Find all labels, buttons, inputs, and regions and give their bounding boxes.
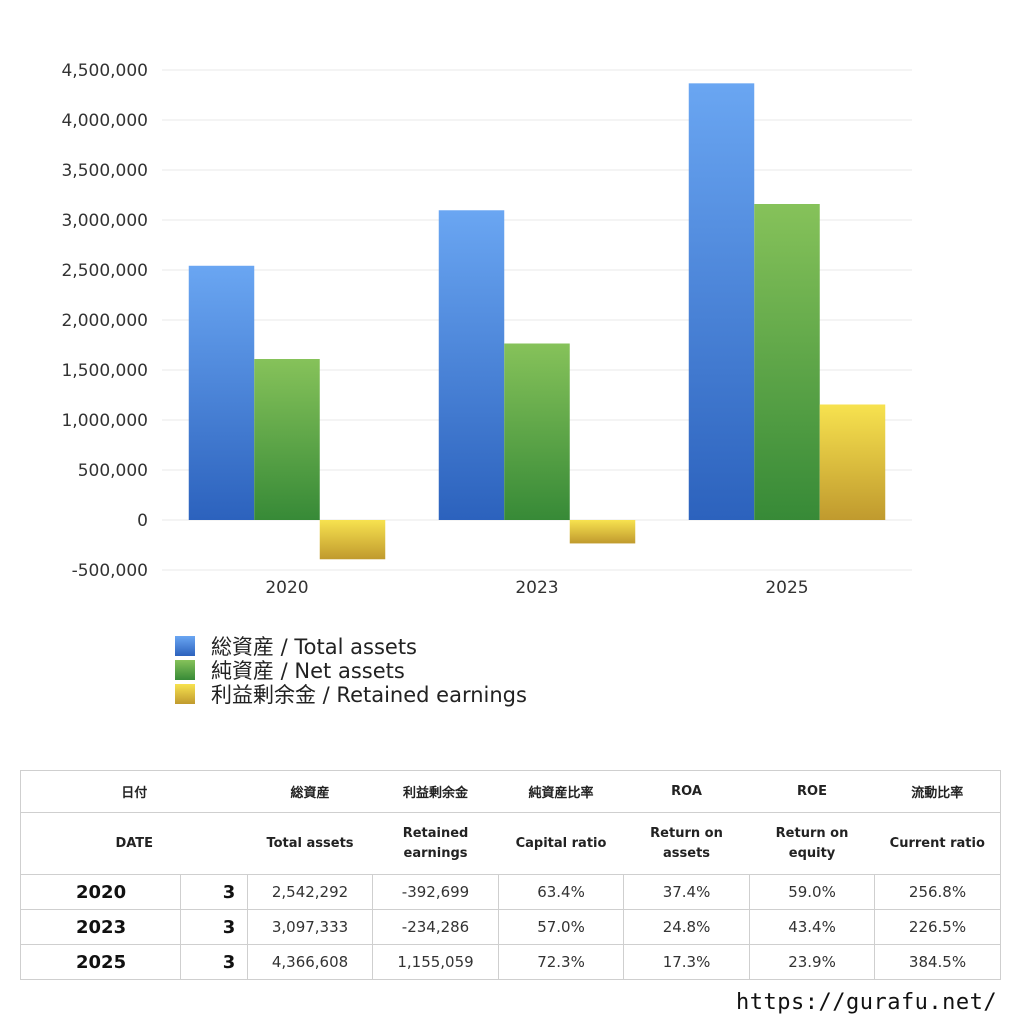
header-total-assets-jp: 総資産 [247, 770, 373, 813]
y-tick-label: -500,000 [72, 561, 148, 581]
table-header-en-row: DATE Total assets Retained earnings Capi… [19, 812, 1002, 875]
header-current-ratio-jp: 流動比率 [874, 770, 1002, 813]
row-roe: 43.4% [749, 909, 876, 945]
chart-legend: 総資産 / Total assets 純資産 / Net assets 利益剰余… [175, 634, 527, 707]
row-capital-ratio: 57.0% [498, 909, 625, 945]
header-date-jp: 日付 [19, 770, 248, 813]
y-tick-label: 1,500,000 [61, 361, 148, 381]
bar-net-assets-2025 [754, 204, 820, 520]
bar-total-assets-2025 [688, 83, 755, 520]
header-roa-en: Return on assets [623, 812, 750, 875]
y-tick-label: 4,500,000 [61, 61, 148, 81]
legend-item-net-assets: 純資産 / Net assets [175, 658, 527, 683]
row-total-assets: 3,097,333 [247, 909, 374, 945]
header-capital-ratio-en: Capital ratio [498, 812, 624, 875]
x-axis-tick-labels: 2020 2023 2025 [265, 578, 808, 598]
header-date-en: DATE [19, 812, 248, 875]
row-year: 2020 [20, 874, 181, 910]
site-url-watermark: https://gurafu.net/ [736, 990, 998, 1015]
y-axis-tick-labels: -500,000 0 500,000 1,000,000 1,500,000 2,000,… [61, 61, 148, 581]
row-roa: 37.4% [623, 874, 751, 910]
y-tick-label: 3,000,000 [61, 211, 148, 231]
row-retained-earnings: -392,699 [372, 874, 500, 910]
bar-retained-earnings-2023 [569, 520, 636, 544]
header-current-ratio-en: Current ratio [874, 812, 1002, 875]
table-row: 2023 3 3,097,333 -234,286 57.0% 24.8% 43… [20, 909, 1002, 945]
header-retained-jp: 利益剰余金 [372, 770, 499, 813]
row-retained-earnings: -234,286 [372, 909, 500, 945]
y-tick-label: 500,000 [78, 461, 148, 481]
row-year: 2023 [20, 909, 181, 945]
y-tick-label: 4,000,000 [61, 111, 148, 131]
row-current-ratio: 384.5% [874, 944, 1002, 980]
row-capital-ratio: 63.4% [498, 874, 625, 910]
header-capital-ratio-jp: 純資産比率 [498, 770, 624, 813]
x-tick-label: 2025 [765, 578, 808, 598]
y-tick-label: 1,000,000 [61, 411, 148, 431]
bar-total-assets-2020 [188, 265, 255, 520]
y-tick-label: 2,000,000 [61, 311, 148, 331]
row-retained-earnings: 1,155,059 [372, 944, 500, 980]
row-total-assets: 4,366,608 [247, 944, 374, 980]
legend-label-retained-earnings: 利益剰余金 / Retained earnings [211, 683, 527, 707]
header-retained-en: Retained earnings [372, 812, 499, 875]
bar-chart: -500,000 0 500,000 1,000,000 1,500,000 2,000,… [61, 61, 912, 598]
y-tick-label: 0 [137, 511, 148, 531]
header-roa-jp: ROA [623, 770, 750, 813]
y-tick-label: 3,500,000 [61, 161, 148, 181]
header-roe-en: Return on equity [749, 812, 875, 875]
legend-item-retained-earnings: 利益剰余金 / Retained earnings [175, 682, 527, 707]
x-tick-label: 2020 [265, 578, 308, 598]
row-roa: 17.3% [623, 944, 751, 980]
bar-total-assets-2023 [438, 210, 505, 520]
bars [188, 83, 886, 560]
header-roe-jp: ROE [749, 770, 875, 813]
row-period: 3 [179, 874, 249, 910]
row-period: 3 [179, 944, 249, 980]
legend-swatch-total-assets [175, 636, 195, 656]
legend-swatch-retained-earnings [175, 684, 195, 704]
table-row: 2020 3 2,542,292 -392,699 63.4% 37.4% 59… [20, 874, 1002, 910]
row-current-ratio: 226.5% [874, 909, 1002, 945]
bar-retained-earnings-2025 [819, 404, 886, 520]
bar-retained-earnings-2020 [319, 520, 386, 560]
legend-label-net-assets: 純資産 / Net assets [211, 659, 405, 683]
y-tick-label: 2,500,000 [61, 261, 148, 281]
bar-net-assets-2020 [254, 359, 320, 520]
bar-net-assets-2023 [504, 343, 570, 520]
legend-label-total-assets: 総資産 / Total assets [211, 635, 417, 659]
row-current-ratio: 256.8% [874, 874, 1002, 910]
table-header-jp-row: 日付 総資産 利益剰余金 純資産比率 ROA ROE 流動比率 [19, 770, 1002, 813]
legend-item-total-assets: 総資産 / Total assets [175, 634, 527, 659]
x-tick-label: 2023 [515, 578, 558, 598]
row-roe: 59.0% [749, 874, 876, 910]
legend-swatch-net-assets [175, 660, 195, 680]
row-roe: 23.9% [749, 944, 876, 980]
row-capital-ratio: 72.3% [498, 944, 625, 980]
row-total-assets: 2,542,292 [247, 874, 374, 910]
row-year: 2025 [20, 944, 181, 980]
financial-table: 日付 総資産 利益剰余金 純資産比率 ROA ROE 流動比率 DATE Tot… [19, 770, 1002, 980]
row-period: 3 [179, 909, 249, 945]
header-total-assets-en: Total assets [247, 812, 373, 875]
row-roa: 24.8% [623, 909, 751, 945]
table-row: 2025 3 4,366,608 1,155,059 72.3% 17.3% 2… [20, 944, 1002, 980]
